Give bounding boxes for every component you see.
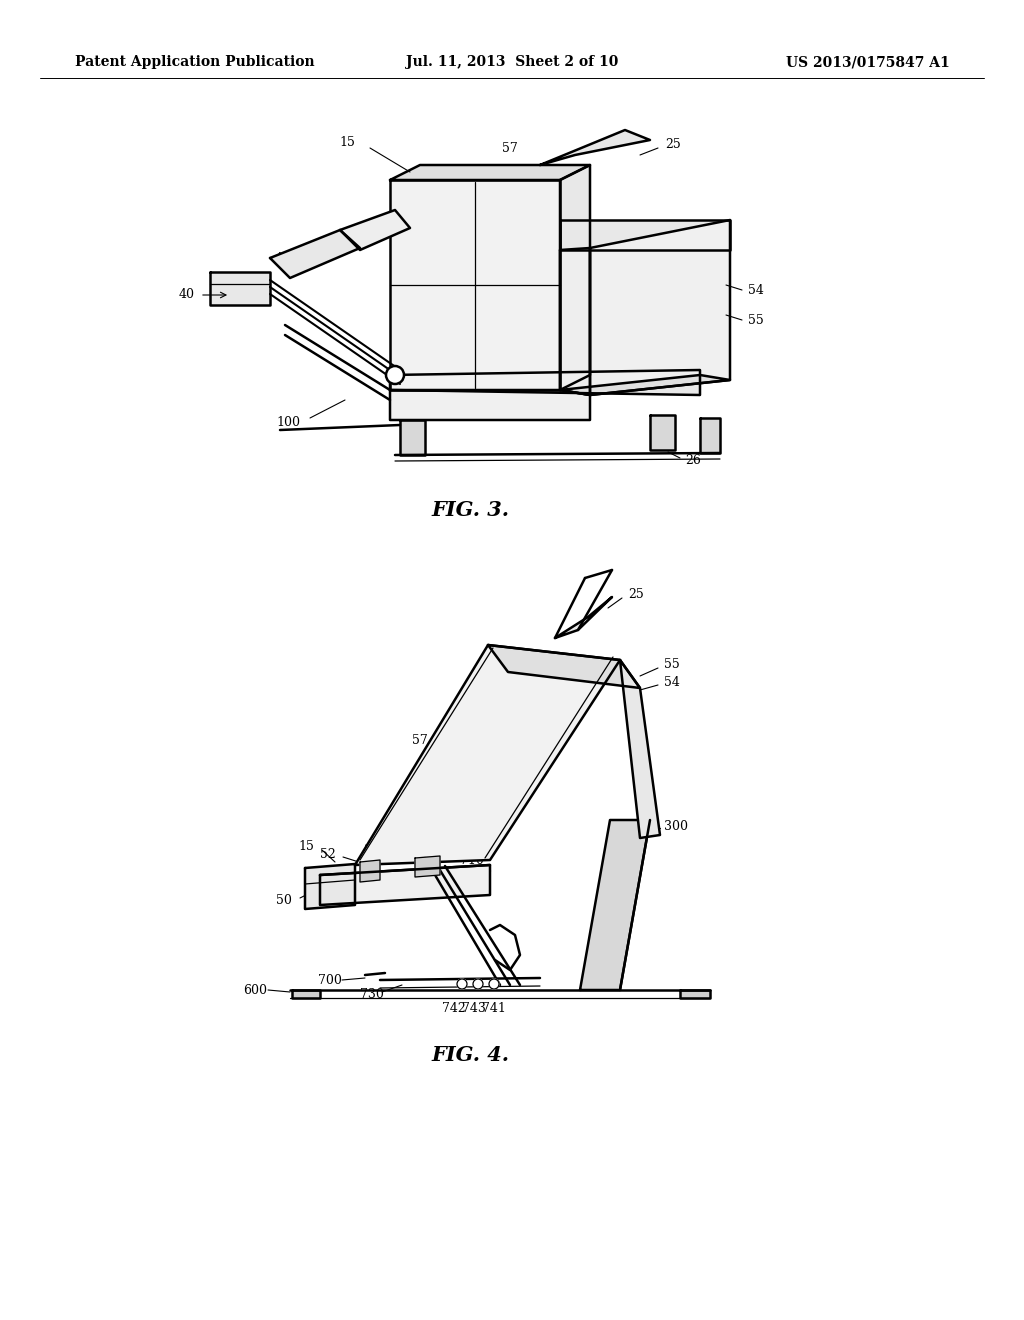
Text: 740: 740 (468, 866, 492, 879)
Polygon shape (319, 865, 490, 906)
Text: Jul. 11, 2013  Sheet 2 of 10: Jul. 11, 2013 Sheet 2 of 10 (406, 55, 618, 69)
Polygon shape (560, 165, 590, 389)
Polygon shape (488, 645, 640, 688)
Text: US 2013/0175847 A1: US 2013/0175847 A1 (786, 55, 950, 69)
Text: 57: 57 (413, 734, 428, 747)
Polygon shape (390, 165, 590, 180)
Text: 35: 35 (365, 845, 380, 858)
Polygon shape (540, 129, 650, 165)
Text: 54: 54 (664, 676, 680, 689)
Polygon shape (390, 180, 560, 389)
Text: 743: 743 (462, 1002, 486, 1015)
Text: 54: 54 (748, 284, 764, 297)
Text: 15: 15 (298, 841, 314, 854)
Text: FIG. 3.: FIG. 3. (431, 500, 509, 520)
Polygon shape (620, 660, 660, 838)
Text: 55: 55 (748, 314, 764, 326)
Text: 730: 730 (360, 987, 384, 1001)
Circle shape (457, 979, 467, 989)
Text: 741: 741 (482, 1002, 506, 1015)
Polygon shape (292, 990, 319, 998)
Text: 700: 700 (318, 974, 342, 986)
Polygon shape (210, 272, 270, 305)
Polygon shape (390, 370, 700, 395)
Text: 25: 25 (628, 589, 644, 602)
Circle shape (473, 979, 483, 989)
Text: 52: 52 (321, 847, 336, 861)
Text: 742: 742 (442, 1002, 466, 1015)
Circle shape (489, 979, 499, 989)
Polygon shape (680, 990, 710, 998)
Polygon shape (580, 820, 650, 990)
Text: 15: 15 (339, 136, 355, 149)
Text: 100: 100 (276, 417, 300, 429)
Polygon shape (400, 420, 425, 455)
Text: 57: 57 (502, 141, 518, 154)
Text: 600: 600 (243, 983, 267, 997)
Text: Patent Application Publication: Patent Application Publication (75, 55, 314, 69)
Text: 55: 55 (664, 659, 680, 672)
Polygon shape (590, 220, 730, 395)
Polygon shape (560, 375, 730, 395)
Polygon shape (555, 597, 612, 638)
Polygon shape (390, 389, 590, 420)
Text: 25: 25 (665, 139, 681, 152)
Text: 45: 45 (275, 252, 291, 264)
Polygon shape (650, 414, 675, 450)
Text: 710: 710 (460, 854, 484, 866)
Text: 300: 300 (664, 820, 688, 833)
Text: 40: 40 (179, 289, 195, 301)
Circle shape (386, 366, 404, 384)
Polygon shape (700, 418, 720, 453)
Text: FIG. 4.: FIG. 4. (431, 1045, 509, 1065)
Polygon shape (560, 220, 730, 249)
Polygon shape (415, 855, 440, 876)
Polygon shape (270, 230, 360, 279)
Polygon shape (560, 248, 590, 395)
Polygon shape (340, 210, 410, 249)
Text: 26: 26 (685, 454, 700, 467)
Text: 50: 50 (276, 895, 292, 908)
Polygon shape (305, 865, 355, 909)
Polygon shape (355, 645, 620, 865)
Text: 720: 720 (450, 842, 474, 854)
Polygon shape (360, 861, 380, 882)
